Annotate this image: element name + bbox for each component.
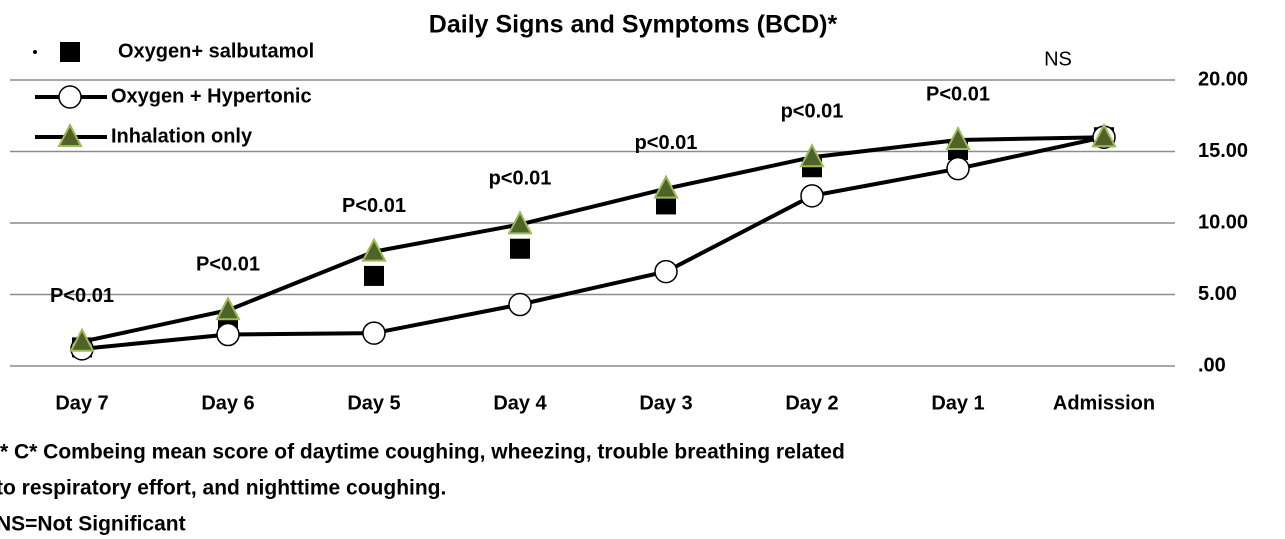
legend-marker (60, 42, 80, 62)
annotation: P<0.01 (196, 254, 260, 276)
y-tick-label: 20.00 (1198, 68, 1248, 90)
legend-label: Oxygen + Hypertonic (111, 85, 312, 107)
annotation: p<0.01 (489, 168, 552, 190)
legend-marker (57, 122, 83, 147)
footnote: * C* Combeing mean score of daytime coug… (0, 441, 845, 464)
data-point (362, 321, 386, 345)
annotation: p<0.01 (635, 132, 698, 154)
data-point (508, 292, 532, 317)
data-point (507, 210, 533, 235)
legend-label: Oxygen+ salbutamol (118, 40, 314, 62)
data-point (364, 265, 384, 286)
annotation: P<0.01 (50, 285, 114, 307)
data-point (799, 143, 825, 168)
y-tick-label: .00 (1198, 354, 1226, 376)
legend-label: Inhalation only (111, 125, 253, 147)
annotation: p<0.01 (781, 101, 844, 123)
data-point (510, 238, 530, 259)
x-tick-label: Day 7 (55, 392, 108, 414)
data-point (656, 194, 676, 215)
series-line (81, 135, 1105, 351)
y-tick-label: 5.00 (1198, 283, 1237, 305)
x-tick-label: Day 4 (493, 392, 547, 414)
chart-title: Daily Signs and Symptoms (BCD)* (429, 11, 838, 39)
data-point (945, 125, 971, 151)
data-point (800, 184, 824, 208)
legend-marker (58, 85, 82, 109)
x-tick-label: Day 6 (201, 392, 254, 414)
annotation: NS (1044, 48, 1072, 70)
footnote: to respiratory effort, and nighttime cou… (0, 477, 446, 500)
x-tick-label: Day 3 (639, 392, 692, 414)
x-tick-label: Day 1 (931, 392, 984, 414)
y-tick-label: 15.00 (1198, 140, 1248, 162)
data-point (215, 296, 241, 321)
data-point (216, 322, 240, 347)
y-tick-label: 10.00 (1198, 211, 1248, 233)
data-point (361, 237, 387, 262)
footnote: NS=Not Significant (0, 513, 186, 536)
annotation: P<0.01 (926, 83, 990, 105)
x-tick-label: Day 2 (785, 392, 838, 414)
x-tick-label: Admission (1053, 392, 1155, 414)
data-point (946, 156, 970, 181)
annotation: P<0.01 (342, 195, 406, 217)
data-point (654, 259, 678, 284)
x-tick-label: Day 5 (347, 392, 400, 414)
series-line (81, 135, 1105, 344)
data-point (1091, 123, 1117, 148)
data-point (653, 174, 679, 199)
legend-dot (33, 50, 37, 54)
data-point (69, 327, 95, 352)
